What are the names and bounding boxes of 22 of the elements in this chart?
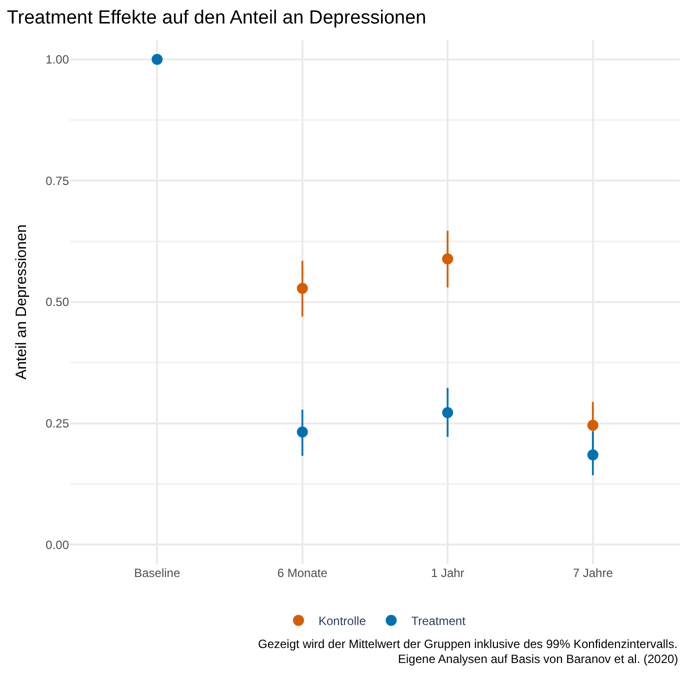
legend-label: Treatment <box>411 614 466 628</box>
point <box>442 407 454 418</box>
text: Gezeigt wird der Mittelwert der Gruppen inklusive des 99% Konfidenzintervalls. <box>258 637 678 651</box>
y-tick-label: 1.00 <box>46 52 70 67</box>
legend-label: Kontrolle <box>318 614 366 628</box>
point <box>152 54 163 65</box>
chart-title: Treatment Effekte auf den Anteil an Depressionen <box>6 8 426 29</box>
point <box>296 282 308 294</box>
x-tick-label: 7 Jahre <box>572 566 614 580</box>
y-tick-label: 0.00 <box>46 538 70 552</box>
x-tick-label: 1 Jahr <box>430 566 464 580</box>
y-tick-label: 0.50 <box>46 295 70 310</box>
y-axis-title: Anteil an Depressionen <box>12 224 30 380</box>
point <box>587 420 598 431</box>
y-tick-label: 0.25 <box>46 416 70 430</box>
y-tick-label: 0.75 <box>46 174 70 188</box>
point <box>587 449 598 460</box>
text: Eigene Analysen auf Basis von Baranov et al. (2020) <box>398 652 678 666</box>
x-tick-label: 6 Monate <box>277 566 328 580</box>
point <box>296 426 308 438</box>
x-tick-label: Baseline <box>134 566 180 580</box>
point <box>442 253 454 264</box>
